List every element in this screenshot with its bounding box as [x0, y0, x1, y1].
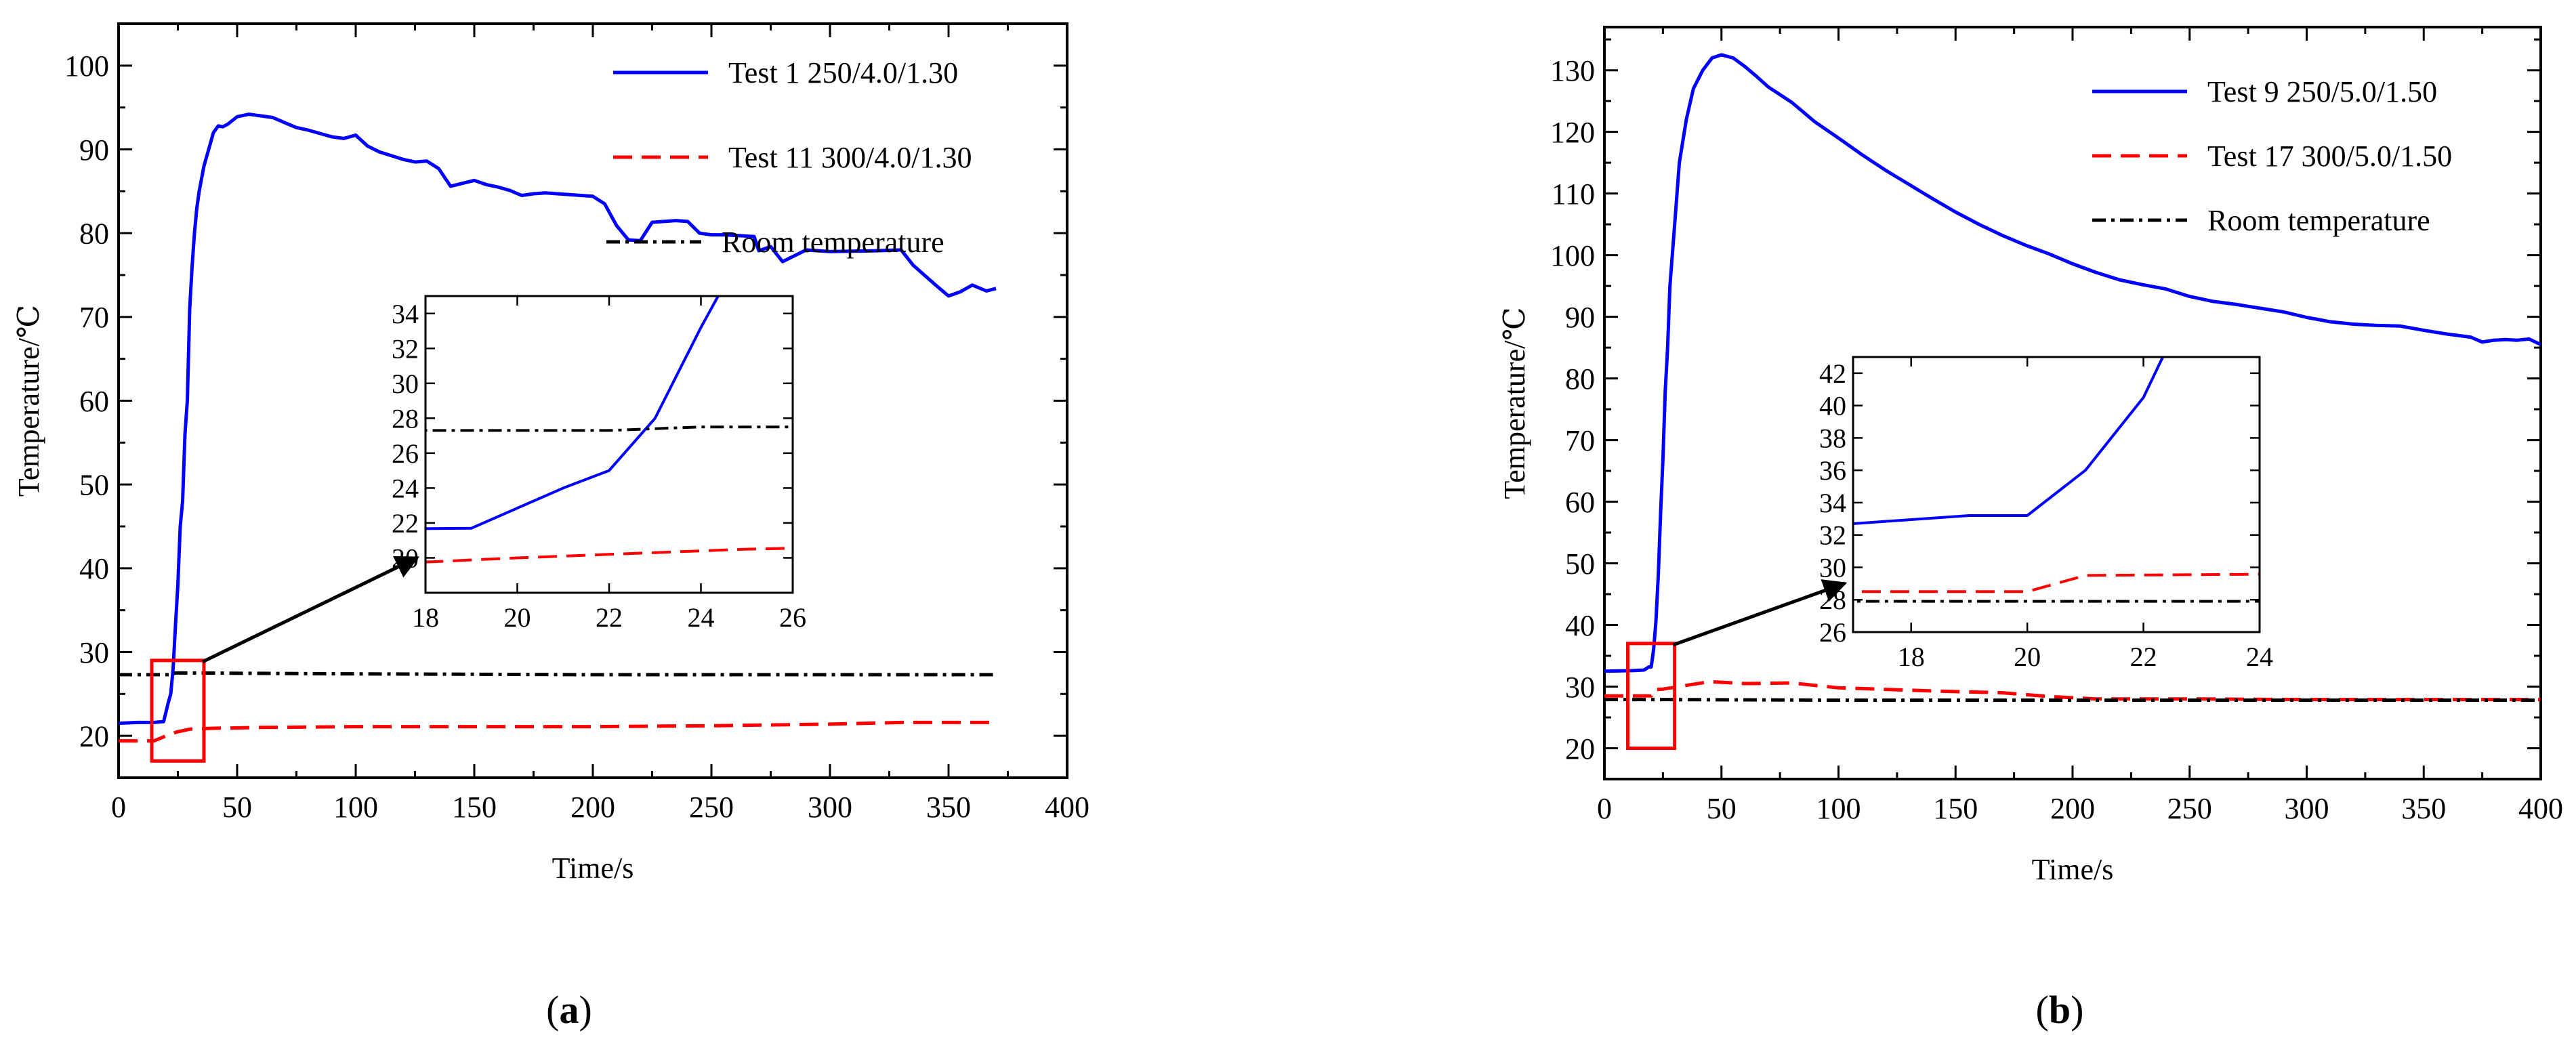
inset-axis-y-tick-label: 40 — [1819, 391, 1846, 421]
axis-y-tick-label: 20 — [1565, 732, 1595, 766]
zoom-region-box — [1626, 642, 1677, 751]
axis-y-tick-label: 90 — [1565, 301, 1595, 334]
series-line-2 — [1604, 679, 2541, 702]
axis-y-tick-label: 90 — [79, 133, 109, 167]
inset-axis-y-tick-label: 30 — [1819, 552, 1846, 583]
inset-axis-x-tick-label: 22 — [596, 602, 623, 633]
axis-y-tick-label: 100 — [1550, 239, 1595, 272]
axis-x-tick-label: 150 — [452, 791, 497, 824]
axis-x-tick-label: 200 — [2050, 792, 2095, 825]
legend-label-2: Test 11 300/4.0/1.30 — [728, 141, 972, 174]
axis-y-tick-label: 110 — [1552, 177, 1595, 211]
axis-y-tick-label: 70 — [79, 301, 109, 334]
axis-y-tick-label: 130 — [1550, 54, 1595, 87]
axis-x-tick-label: 0 — [1597, 792, 1612, 825]
axis-y-tick-label: 80 — [79, 217, 109, 251]
panel-label: (b) — [2036, 988, 2084, 1032]
inset-axis-y-tick-label: 38 — [1819, 423, 1846, 453]
inset-axis-y-tick-label: 22 — [392, 508, 419, 539]
axis-y-tick-label: 30 — [1565, 671, 1595, 704]
legend-label-2: Test 17 300/5.0/1.50 — [2207, 140, 2452, 173]
axis-x-tick-label: 300 — [2285, 792, 2329, 825]
inset-axis-y-tick-label: 24 — [392, 473, 419, 503]
inset-axis-frame — [1852, 356, 2261, 633]
axis-y-tick-label: 70 — [1565, 424, 1595, 457]
inset-axis-x-tick-label: 24 — [2246, 642, 2273, 672]
zoom-arrow — [1672, 579, 1848, 647]
inset-series-line-3 — [1853, 600, 2260, 603]
axis-x-tick-label: 350 — [926, 791, 971, 824]
axis-x-tick-label: 350 — [2401, 792, 2446, 825]
axis-y-tick-label: 60 — [79, 385, 109, 418]
zoom-region-box — [150, 658, 206, 763]
axis-x-tick-label: 250 — [689, 791, 734, 824]
legend-label-3: Room temperature — [722, 226, 944, 259]
x-axis-label: Time/s — [552, 852, 634, 885]
chart-panel-b: 0 50 100 150 200 250 300 350 400 20 30 40 50 60 70 80 90… — [1498, 26, 2563, 1032]
axis-x-tick-label: 50 — [1707, 792, 1737, 825]
axis-x-tick-label: 0 — [111, 791, 126, 824]
inset-axis-y-tick-label: 34 — [1819, 488, 1846, 518]
axis-y-tick-label: 30 — [79, 636, 109, 669]
inset-series-line-2 — [1853, 572, 2260, 593]
axis-x-tick-label: 200 — [570, 791, 615, 824]
axis-y-tick-label: 50 — [79, 469, 109, 502]
axis-y-tick-label: 120 — [1550, 116, 1595, 149]
inset-axis-y-tick-label: 26 — [1819, 617, 1846, 648]
axis-x-tick-label: 250 — [2167, 792, 2212, 825]
axis-x-tick-label: 50 — [222, 791, 252, 824]
series-line-1 — [1604, 53, 2541, 673]
axis-y-tick-label: 80 — [1565, 362, 1595, 396]
x-axis-label: Time/s — [2032, 853, 2114, 886]
inset-axis-x-tick-label: 18 — [1898, 642, 1925, 672]
series-line-1 — [119, 112, 997, 726]
axis-y-tick-label: 50 — [1565, 547, 1595, 581]
y-axis-label: Temperature/℃ — [1498, 307, 1531, 499]
axis-y-tick-label: 100 — [64, 49, 109, 83]
series-line-3 — [119, 671, 996, 677]
inset-axis-x-tick-label: 26 — [779, 602, 806, 633]
axis-x-tick-label: 100 — [1816, 792, 1861, 825]
y-axis-label: Temperature/℃ — [12, 305, 45, 497]
axis-y-tick-label: 40 — [1565, 609, 1595, 642]
axis-x-tick-label: 300 — [808, 791, 852, 824]
axis-y-tick-label: 60 — [1565, 486, 1595, 519]
inset-axis-y-tick-label: 36 — [1819, 455, 1846, 486]
axis-x-tick-label: 400 — [2518, 792, 2563, 825]
series-line-2 — [119, 720, 996, 743]
inset-axis-x-tick-label: 18 — [412, 602, 439, 633]
inset-axis-x-tick-label: 22 — [2130, 642, 2157, 672]
inset-axis-y-tick-label: 32 — [1819, 520, 1846, 551]
inset-axis-y-tick-label: 26 — [392, 438, 419, 469]
inset-axis-y-tick-label: 30 — [392, 369, 419, 399]
legend-label-1: Test 9 250/5.0/1.50 — [2207, 75, 2437, 108]
inset-axis-y-tick-label: 42 — [1819, 358, 1846, 389]
inset-axis-y-tick-label: 32 — [392, 333, 419, 364]
inset-axis-y-tick-label: 28 — [392, 403, 419, 434]
axis-x-tick-label: 150 — [1933, 792, 1978, 825]
axis-x-tick-label: 400 — [1045, 791, 1089, 824]
legend-label-3: Room temperature — [2207, 204, 2430, 237]
inset-axis-x-tick-label: 24 — [688, 602, 715, 633]
axis-y-tick-label: 40 — [79, 552, 109, 585]
inset-axis-x-tick-label: 20 — [2014, 642, 2041, 672]
axis-x-tick-label: 100 — [333, 791, 378, 824]
axis-y-tick-label: 20 — [79, 720, 109, 753]
panel-label: (a) — [546, 988, 592, 1032]
legend-label-1: Test 1 250/4.0/1.30 — [728, 56, 958, 89]
zoom-arrow — [201, 556, 420, 664]
inset-axis-y-tick-label: 34 — [392, 299, 419, 329]
inset-axis-x-tick-label: 20 — [504, 602, 531, 633]
inset-background — [425, 296, 793, 593]
